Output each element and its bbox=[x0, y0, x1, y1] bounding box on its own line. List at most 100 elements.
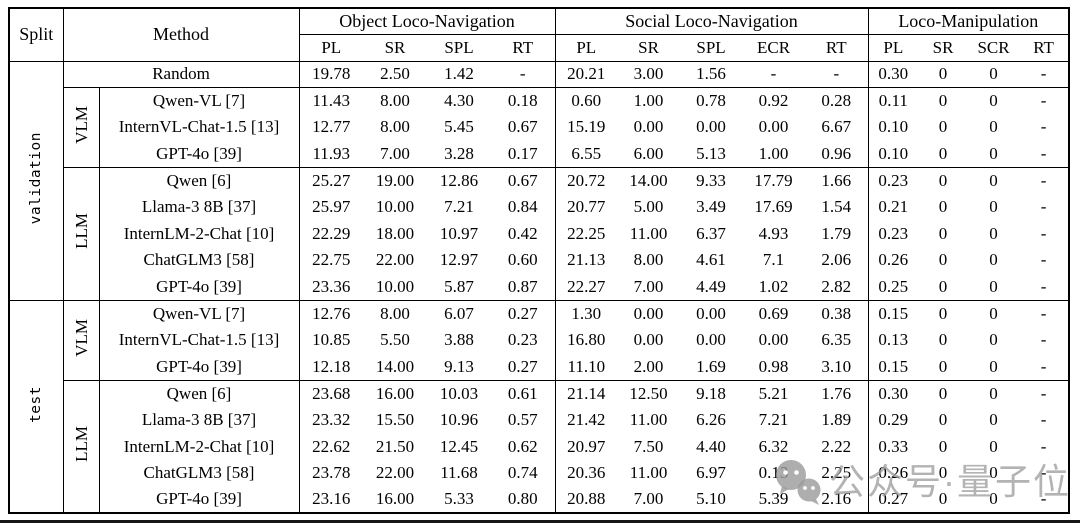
value-cell: - bbox=[1019, 379, 1070, 407]
value-cell: 5.33 bbox=[444, 489, 474, 509]
value-cell: 0.57 bbox=[507, 410, 538, 430]
value-cell: 23.68 bbox=[298, 379, 363, 407]
value-cell: - bbox=[1040, 463, 1047, 483]
value-cell: - bbox=[1040, 356, 1047, 376]
value-cell: 7.21 bbox=[758, 410, 789, 430]
table-row: validation Random 19.78 2.50 1.42 - 20.21 3.00 1… bbox=[9, 61, 1069, 224]
value-cell: 4.30 bbox=[427, 87, 491, 115]
value-cell: 0.25 bbox=[867, 273, 919, 301]
value-cell: 0.27 bbox=[491, 299, 556, 327]
value-cell: 0 bbox=[938, 250, 948, 270]
method-cell: Llama-3 8B [37] bbox=[98, 193, 299, 221]
value-cell: 0.10 bbox=[867, 114, 919, 141]
value-cell: 0.96 bbox=[821, 143, 852, 163]
value-cell: 0 bbox=[989, 463, 998, 483]
value-cell: 0.27 bbox=[507, 356, 538, 376]
value-cell: 0.23 bbox=[867, 220, 919, 248]
value-cell: 22.75 bbox=[298, 247, 363, 274]
value-cell: 0.69 bbox=[742, 299, 806, 327]
value-cell: - bbox=[1019, 299, 1070, 327]
value-cell: - bbox=[1040, 117, 1047, 137]
value-cell: 3.10 bbox=[821, 356, 852, 376]
value-cell: 0.00 bbox=[696, 117, 726, 137]
value-cell: 0.26 bbox=[867, 247, 919, 274]
value-cell: - bbox=[1040, 197, 1047, 217]
value-cell: 20.72 bbox=[554, 166, 618, 194]
value-cell: 0.23 bbox=[867, 166, 919, 194]
value-cell: 0.74 bbox=[507, 463, 538, 483]
value-cell: 23.32 bbox=[298, 406, 363, 434]
value-cell: 3.28 bbox=[444, 143, 474, 163]
value-cell: 6.32 bbox=[758, 436, 789, 456]
value-cell: 23.36 bbox=[298, 273, 363, 301]
value-cell: 16.00 bbox=[375, 489, 415, 509]
value-cell: 2.06 bbox=[821, 250, 852, 270]
method-cell: ChatGLM3 [58] bbox=[98, 247, 299, 274]
value-cell: 0 bbox=[938, 436, 948, 456]
value-cell: 22.27 bbox=[554, 273, 618, 301]
value-cell: 7.50 bbox=[633, 436, 664, 456]
method-cell: GPT-4o [39] bbox=[98, 140, 299, 168]
value-cell: 21.50 bbox=[375, 436, 415, 456]
value-cell: 6.07 bbox=[427, 299, 491, 327]
value-cell: 0.21 bbox=[867, 193, 919, 221]
value-cell: - bbox=[1019, 166, 1070, 194]
value-cell: 5.50 bbox=[380, 330, 410, 350]
value-cell: 11.00 bbox=[629, 463, 668, 483]
value-cell: 0 bbox=[968, 299, 1020, 327]
table-row: GPT-4o [39] 23.16 16.00 5.33 0.80 20.88 7.00 5.… bbox=[9, 486, 1069, 514]
value-cell: 0 bbox=[938, 197, 948, 217]
method-cell: InternLM-2-Chat [10] bbox=[98, 433, 299, 460]
col-header-soc-sr: SR bbox=[617, 34, 681, 62]
value-cell: 8.00 bbox=[380, 117, 410, 137]
value-cell: 14.00 bbox=[617, 166, 681, 194]
value-cell: 25.27 bbox=[298, 166, 363, 194]
value-cell: 22.62 bbox=[298, 433, 363, 460]
value-cell: 0 bbox=[938, 489, 948, 509]
method-cell: Random bbox=[62, 61, 299, 88]
col-header-soc-rt: RT bbox=[805, 34, 869, 62]
value-cell: 3.00 bbox=[633, 64, 664, 84]
value-cell: 9.13 bbox=[444, 356, 474, 376]
group-cell-vlm: VLM bbox=[62, 299, 99, 381]
header-row-metrics: PL SR SPL RT PL SR SPL ECR RT PL SR SCR … bbox=[9, 34, 1070, 62]
value-cell: 6.67 bbox=[821, 117, 852, 137]
value-cell: 5.00 bbox=[633, 197, 664, 217]
value-cell: - bbox=[1040, 489, 1047, 509]
value-cell: 0 bbox=[989, 250, 998, 270]
value-cell: 0 bbox=[989, 197, 998, 217]
method-cell: InternVL-Chat-1.5 [13] bbox=[98, 326, 299, 354]
group-label: VLM bbox=[71, 318, 91, 357]
table-row: ChatGLM3 [58] 23.78 22.00 11.68 0.74 20.36 11.… bbox=[9, 459, 1069, 487]
col-header-obj-pl: PL bbox=[298, 34, 363, 62]
value-cell: 11.00 bbox=[629, 223, 668, 243]
value-cell: 4.93 bbox=[758, 223, 789, 243]
table-row: GPT-4o [39] 12.18 14.00 9.13 0.27 11.10 2.00 1.… bbox=[9, 353, 1069, 381]
value-cell: 0.80 bbox=[507, 489, 538, 509]
value-cell: 12.86 bbox=[427, 166, 491, 194]
value-cell: - bbox=[833, 64, 840, 84]
value-cell: 1.89 bbox=[821, 410, 852, 430]
value-cell: 21.14 bbox=[554, 379, 618, 407]
value-cell: 1.00 bbox=[617, 87, 681, 115]
table-header: Split Method Object Loco-Navigation Soci… bbox=[9, 8, 1070, 62]
value-cell: 12.45 bbox=[439, 436, 479, 456]
value-cell: 0 bbox=[989, 436, 998, 456]
value-cell: 0 bbox=[938, 223, 948, 243]
value-cell: 0.27 bbox=[867, 486, 919, 514]
value-cell: 0.15 bbox=[867, 353, 919, 381]
value-cell: 4.61 bbox=[696, 250, 726, 270]
group-label: LLM bbox=[71, 213, 91, 250]
value-cell: 0.87 bbox=[507, 276, 538, 296]
value-cell: 0 bbox=[989, 330, 998, 350]
section-header-object-loco-navigation: Object Loco-Navigation bbox=[298, 8, 556, 35]
value-cell: 7.00 bbox=[380, 143, 410, 163]
method-cell: Llama-3 8B [37] bbox=[98, 406, 299, 434]
value-cell: 1.42 bbox=[444, 64, 474, 84]
value-cell: 2.25 bbox=[821, 463, 852, 483]
value-cell: 0 bbox=[918, 87, 969, 115]
table-row: LLM Qwen [6] 25.27 19.00 12.86 0.67 20.72 14.00… bbox=[9, 166, 1070, 301]
split-cell-test: test bbox=[9, 299, 63, 514]
value-cell: 11.00 bbox=[629, 410, 668, 430]
split-label: validation bbox=[28, 132, 44, 225]
